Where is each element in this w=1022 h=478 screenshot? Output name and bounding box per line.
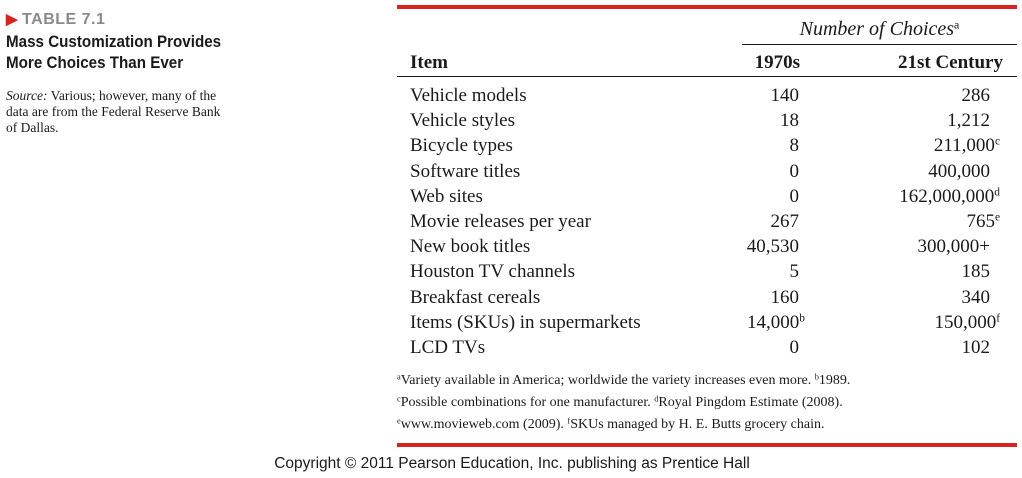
table-row: New book titles 40,530 300,000+ [397, 234, 1017, 259]
cell-item: Items (SKUs) in supermarkets [410, 311, 641, 333]
cell-item: Breakfast cereals [410, 286, 541, 308]
cell-21st-century: 300,000+ [917, 236, 990, 258]
cell-1970s: 0 [789, 337, 800, 358]
group-header-rule [742, 44, 1017, 45]
cell-item: LCD TVs [410, 337, 486, 358]
table-title: Mass Customization Provides More Choices… [6, 33, 222, 72]
cell-21st-century: 162,000,000d [899, 185, 1000, 207]
table-source: Source: Various; however, many of the da… [6, 88, 221, 136]
table-row: Items (SKUs) in supermarkets 14,000b 150,0… [397, 310, 1017, 335]
cell-21st-century: 340 [961, 286, 991, 308]
cell-1970s: 14,000b [747, 311, 805, 333]
cell-1970s: 8 [789, 135, 800, 157]
cell-21st-century: 211,000c [933, 135, 1000, 157]
group-header-text: Number of Choices [799, 18, 955, 40]
cell-item: New book titles [410, 236, 531, 258]
source-label: Source: [6, 88, 48, 103]
group-header: Number of Choicesa [742, 18, 1017, 41]
cell-1970s: 140 [770, 85, 800, 106]
cell-1970s: 267 [770, 211, 800, 232]
cell-item: Houston TV channels [410, 261, 576, 283]
header-rule [397, 76, 1017, 77]
cell-21st-century: 150,000f [934, 311, 1000, 333]
cell-item: Vehicle models [410, 85, 527, 106]
bottom-red-rule [397, 443, 1017, 447]
footnote-line: cPossible combinations for one manufactu… [397, 394, 843, 410]
table-caption: ▶ TABLE 7.1 Mass Customization Provides M… [6, 10, 246, 136]
footnote-line: ewww.movieweb.com (2009). fSKUs managed … [397, 416, 825, 432]
cell-21st-century: 1,212 [947, 110, 990, 132]
cell-21st-century: 765e [966, 211, 1000, 232]
cell-item: Vehicle styles [410, 110, 516, 132]
copyright-notice: Copyright © 2011 Pearson Education, Inc.… [0, 455, 1022, 473]
cell-21st-century: 400,000 [928, 160, 990, 182]
table-row: Houston TV channels 5 185 [397, 259, 1017, 284]
cell-1970s: 5 [789, 261, 800, 283]
table-label: ▶ TABLE 7.1 [6, 10, 246, 30]
table-row: Vehicle models 140 286 [397, 83, 1017, 108]
cell-21st-century: 102 [961, 337, 991, 358]
cell-item: Bicycle types [410, 135, 513, 157]
cell-1970s: 40,530 [746, 236, 799, 258]
table-row: Vehicle styles 18 1,212 [397, 108, 1017, 133]
cell-1970s: 18 [780, 110, 799, 132]
group-header-footnote: a [954, 17, 960, 32]
column-header-21st-century: 21st Century [897, 52, 1003, 73]
table-row: Bicycle types 8 211,000c [397, 133, 1017, 158]
table-row: Web sites 0 162,000,000d [397, 184, 1017, 209]
cell-item: Web sites [410, 185, 483, 207]
cell-item: Software titles [410, 160, 521, 182]
cell-item: Movie releases per year [410, 211, 591, 232]
cell-21st-century: 286 [961, 85, 991, 106]
table-row: LCD TVs 0 102 [397, 335, 1017, 360]
top-red-rule [397, 5, 1017, 9]
cell-1970s: 160 [770, 286, 800, 308]
cell-1970s: 0 [789, 160, 800, 182]
table-row: Software titles 0 400,000 [397, 159, 1017, 184]
column-header-item: Item [410, 52, 448, 73]
cell-1970s: 0 [789, 185, 800, 207]
triangle-arrow-icon: ▶ [6, 11, 19, 28]
footnote-line: aVariety available in America; worldwide… [397, 372, 851, 388]
table-number: TABLE 7.1 [22, 11, 106, 28]
source-text: Various; however, many of the data are f… [6, 88, 221, 135]
cell-21st-century: 185 [961, 261, 991, 283]
table-row: Breakfast cereals 160 340 [397, 285, 1017, 310]
table-row: Movie releases per year 267 765e [397, 209, 1017, 234]
copyright-text: Copyright © 2011 Pearson Education, Inc.… [274, 455, 750, 472]
column-header-1970s: 1970s [754, 52, 800, 73]
footnotes: aVariety available in America; worldwide… [397, 370, 1017, 436]
